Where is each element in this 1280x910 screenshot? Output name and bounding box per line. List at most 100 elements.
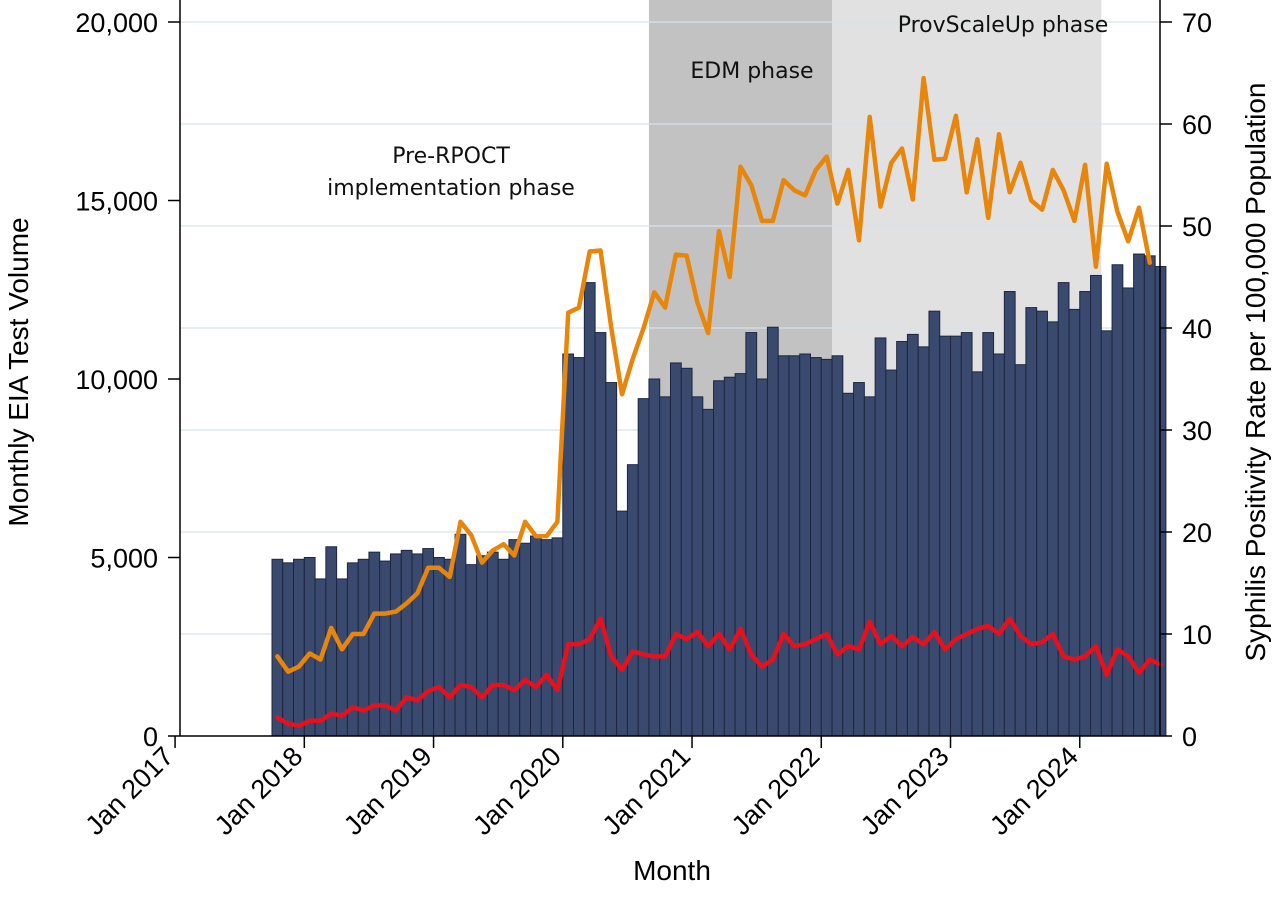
bar [573, 357, 585, 737]
bar [476, 555, 488, 737]
bar [702, 408, 715, 737]
x-tick-label: Jan 2018 [209, 741, 309, 841]
x-tick-label: Jan 2022 [726, 741, 826, 841]
bar [454, 533, 467, 737]
y-right-tick-label: 30 [1182, 416, 1212, 446]
bar [906, 333, 919, 737]
y-right-tick-label: 20 [1182, 518, 1212, 548]
bar [583, 282, 596, 737]
bar [303, 557, 316, 737]
bar [1025, 307, 1038, 737]
bar [917, 346, 930, 737]
bar [282, 562, 295, 737]
bar [950, 335, 962, 737]
phase-label-2: EDM phase [690, 59, 813, 84]
x-axis-title: Month [633, 855, 711, 886]
bar [788, 355, 801, 737]
bar [379, 560, 391, 737]
bar [1079, 291, 1092, 737]
bar [540, 539, 553, 737]
phase-labels: Pre-RPOCT implementation phase EDM phase Pr… [327, 13, 1108, 201]
bar [1057, 282, 1070, 737]
y-left-tick-label: 15,000 [75, 187, 158, 217]
bar [810, 357, 822, 737]
red-line-series [275, 616, 1163, 729]
positivity-lines [275, 75, 1163, 729]
bar [1014, 364, 1027, 737]
y-right-tick-label: 40 [1182, 314, 1212, 344]
bar [497, 558, 510, 737]
bar [529, 535, 542, 737]
y-right-tick-label: 60 [1182, 110, 1212, 140]
phase-label-1: Pre-RPOCT [392, 144, 510, 169]
orange-line-series [275, 75, 1153, 674]
bar [831, 355, 844, 737]
bar [605, 382, 618, 737]
bar [508, 539, 521, 737]
y-left-tick-label: 20,000 [75, 8, 158, 38]
bar [745, 332, 758, 737]
y-left-tick-label: 5,000 [90, 544, 158, 574]
bar [1111, 264, 1124, 737]
bar [853, 382, 865, 737]
bar [443, 558, 456, 737]
bar [928, 310, 941, 737]
bar [1036, 310, 1048, 737]
bar [713, 380, 725, 737]
bar [863, 396, 876, 737]
x-tick-label: Jan 2024 [984, 741, 1084, 841]
bar [723, 376, 736, 737]
bar [637, 398, 650, 737]
bar [465, 564, 478, 737]
y-axis-left-title: Monthly EIA Test Volume [3, 217, 34, 526]
phase-label-3: ProvScaleUp phase [898, 13, 1109, 38]
bar [896, 341, 908, 737]
bar [616, 510, 628, 737]
bar [669, 362, 682, 737]
bar [820, 358, 833, 737]
bar [874, 337, 887, 737]
bar [626, 464, 639, 737]
bar [659, 396, 671, 737]
bar [885, 369, 898, 737]
x-tick-label: Jan 2023 [855, 741, 955, 841]
bar [799, 353, 811, 737]
bar [842, 392, 855, 737]
bar [594, 332, 607, 737]
y-right-tick-label: 10 [1182, 620, 1212, 650]
bar [486, 551, 499, 737]
y-left-tick-label: 0 [143, 722, 158, 752]
bar [777, 355, 790, 737]
x-tick-label: Jan 2021 [596, 741, 696, 841]
bar [400, 549, 413, 737]
bar [551, 537, 564, 737]
bar [960, 332, 973, 737]
bar [293, 558, 305, 737]
x-tick-label: Jan 2017 [80, 741, 180, 841]
bar [1122, 287, 1135, 737]
bar [993, 353, 1005, 737]
y-right-tick-label: 70 [1182, 8, 1212, 38]
x-tick-label: Jan 2019 [338, 741, 438, 841]
bar [756, 378, 768, 737]
y-axis-right-title: Syphilis Positivity Rate per 100,000 Pop… [1240, 82, 1271, 661]
bar [734, 373, 747, 737]
bar [648, 378, 661, 737]
bar [519, 542, 531, 737]
bar [680, 367, 693, 737]
y-right-tick-label: 50 [1182, 212, 1212, 242]
bar [1068, 308, 1081, 737]
phase-label-1: implementation phase [327, 176, 575, 201]
bar [982, 332, 995, 737]
y-right-tick-label: 0 [1182, 722, 1197, 752]
bar [1090, 274, 1102, 737]
bar [1046, 321, 1059, 737]
x-tick-label: Jan 2020 [467, 741, 567, 841]
bar [971, 371, 984, 737]
y-left-tick-label: 10,000 [75, 365, 158, 395]
bar [433, 557, 445, 737]
bar [271, 558, 284, 737]
bar [939, 335, 952, 737]
bar [691, 396, 704, 737]
